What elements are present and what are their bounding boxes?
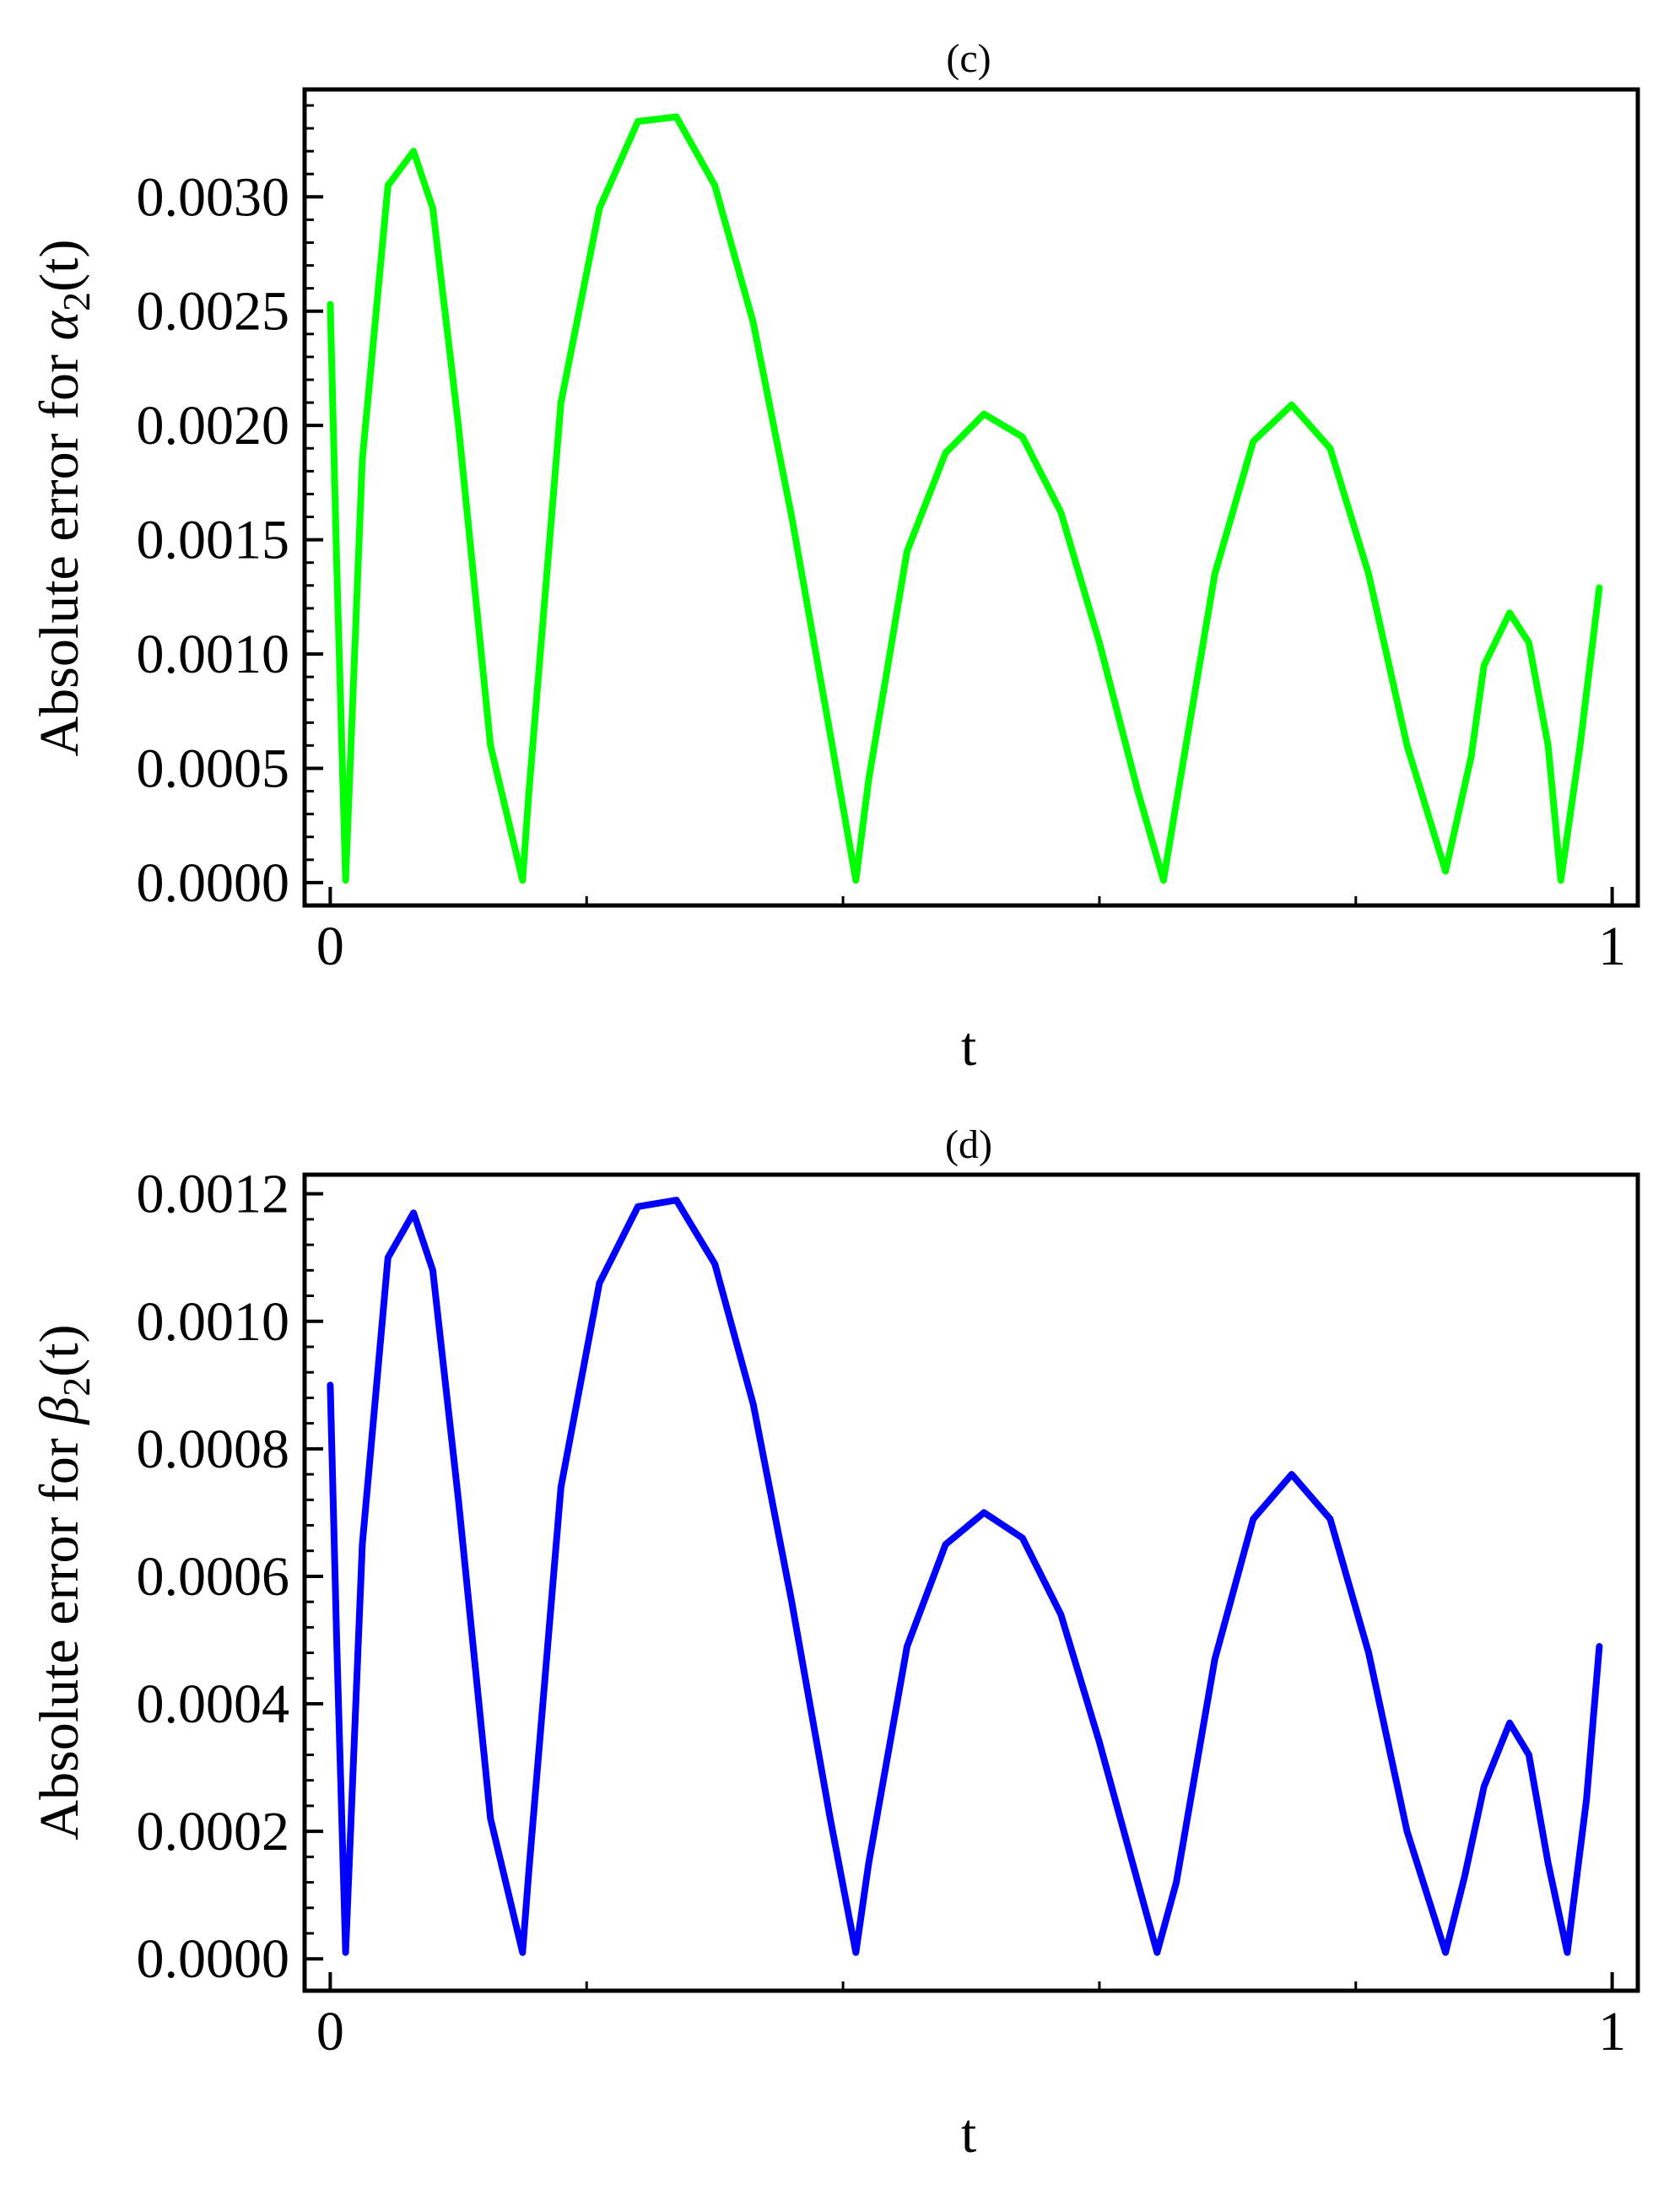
y-axis-label-prefix: Absolute error for (29, 340, 90, 756)
panel-d: (d) 0.0000 0.0002 0.0004 0.0006 0.0008 0.0010… (29, 1122, 1640, 2165)
y-tick-label: 0.0002 (137, 1801, 290, 1862)
series-line (327, 113, 1603, 884)
y-tick-label: 0.0006 (137, 1546, 290, 1608)
y-axis-label-prefix: Absolute error for (29, 1424, 90, 1841)
plot-frame (302, 87, 1640, 908)
y-tick-label: 0.0010 (137, 1291, 290, 1353)
tick-group (305, 1192, 1614, 1991)
panel-title: (d) (945, 1122, 992, 1167)
y-tick-label: 0.0015 (137, 510, 290, 571)
y-tick-label: 0.0025 (137, 281, 290, 343)
x-tick-label: 0 (316, 2001, 344, 2062)
y-tick-label: 0.0005 (137, 738, 290, 799)
y-axis-label-symbol: β (29, 1397, 90, 1426)
x-tick-label: 1 (1598, 916, 1626, 977)
y-tick-label: 0.0012 (137, 1164, 290, 1225)
x-axis-label: t (961, 1016, 976, 1078)
y-axis-label-symbol: α (29, 310, 90, 340)
x-tick-label: 1 (1598, 2001, 1626, 2062)
tick-label-group: 0.0000 0.0002 0.0004 0.0006 0.0008 0.0010 0.00… (137, 1164, 1627, 2062)
y-axis-label-subscript: 2 (55, 292, 98, 311)
series-line (327, 1197, 1603, 1956)
y-tick-label: 0.0010 (137, 624, 290, 685)
y-axis-label: Absolute error for α2(t) (29, 240, 98, 757)
y-tick-label: 0.0008 (137, 1419, 290, 1480)
x-axis-label: t (961, 2103, 976, 2165)
y-axis-label-subscript: 2 (55, 1377, 98, 1397)
panel-title: (c) (946, 36, 991, 81)
y-axis-label-suffix: (t) (29, 240, 90, 292)
y-tick-label: 0.0020 (137, 395, 290, 457)
tick-group (305, 104, 1614, 905)
y-tick-label: 0.0004 (137, 1673, 290, 1735)
y-axis-label: Absolute error for β2(t) (29, 1324, 98, 1840)
y-tick-label: 0.0000 (137, 1928, 290, 1990)
y-tick-label: 0.0030 (137, 166, 290, 228)
panel-c: (c) 0.0000 0.0005 0.0010 0.0015 0.0020 0.0025… (29, 36, 1640, 1078)
x-tick-label: 0 (316, 916, 344, 977)
y-axis-label-suffix: (t) (29, 1324, 90, 1376)
plot-frame (302, 1172, 1640, 1993)
y-tick-label: 0.0000 (137, 852, 290, 914)
tick-label-group: 0.0000 0.0005 0.0010 0.0015 0.0020 0.0025 0.00… (137, 166, 1627, 977)
